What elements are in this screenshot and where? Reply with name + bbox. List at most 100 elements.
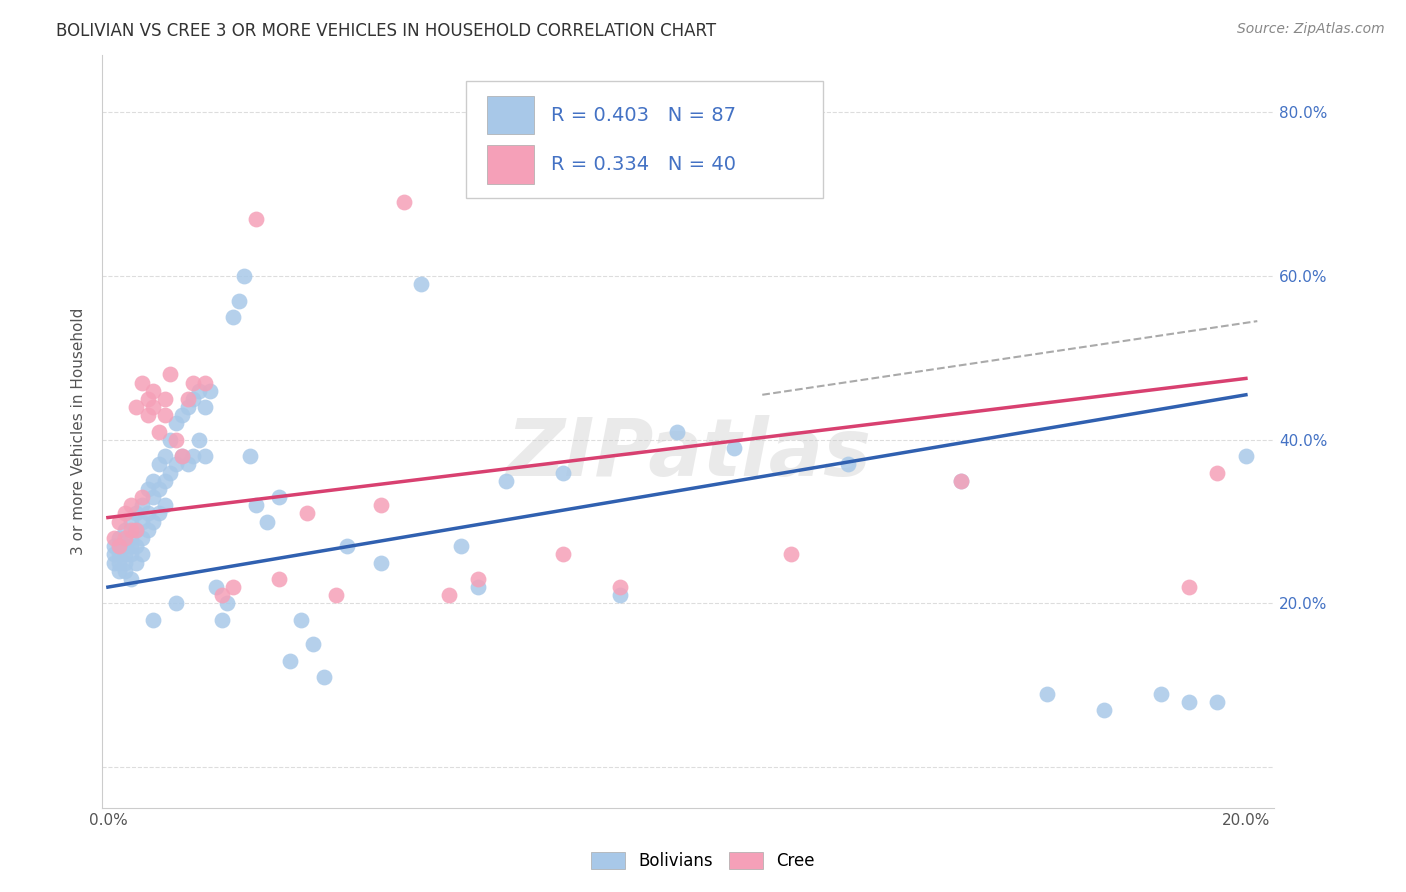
Point [103,556,125,570]
Point [439,588,461,602]
Point [370,556,392,570]
Point [245,498,267,512]
Point [205,580,228,594]
Point [153,449,176,463]
Point [256,515,278,529]
Point [120,547,142,561]
Point [142,400,165,414]
Point [181,392,204,406]
Point [159,466,181,480]
Point [467,572,489,586]
Y-axis label: 3 or more Vehicles in Household: 3 or more Vehicles in Household [72,308,86,556]
Point [136,482,159,496]
Point [108,547,131,561]
Text: R = 0.334   N = 40: R = 0.334 N = 40 [551,155,737,174]
Point [125,523,148,537]
Point [200,384,222,398]
Point [142,474,165,488]
Point [267,490,290,504]
Point [1035,686,1057,700]
Point [142,490,165,504]
Point [148,458,170,472]
Point [187,433,209,447]
Text: ZIPatlas: ZIPatlas [506,415,870,493]
Point [120,531,142,545]
Point [108,531,131,545]
Text: Source: ZipAtlas.com: Source: ZipAtlas.com [1237,22,1385,37]
Point [153,392,176,406]
Point [170,449,193,463]
Point [181,376,204,390]
Point [142,613,165,627]
Point [125,523,148,537]
Legend: Bolivians, Cree: Bolivians, Cree [585,845,821,877]
Point [217,597,239,611]
Point [153,498,176,512]
Point [295,507,318,521]
Point [114,523,136,537]
Point [837,458,859,472]
Point [194,376,217,390]
Point [450,539,472,553]
Point [314,670,336,684]
Point [267,572,290,586]
Point [108,539,131,553]
Point [245,211,267,226]
Point [120,515,142,529]
Point [114,507,136,521]
Point [136,507,159,521]
Point [125,556,148,570]
Point [131,498,153,512]
Point [125,507,148,521]
Point [131,531,153,545]
Point [153,409,176,423]
Point [131,376,153,390]
Point [194,400,217,414]
Point [148,425,170,439]
Point [103,531,125,545]
Point [233,269,256,284]
FancyBboxPatch shape [486,96,533,135]
Point [142,384,165,398]
Point [165,417,187,431]
Point [103,539,125,553]
Point [553,466,575,480]
Point [136,392,159,406]
Point [211,588,233,602]
Point [239,449,262,463]
Point [1206,695,1229,709]
FancyBboxPatch shape [486,145,533,184]
Point [176,458,198,472]
Point [336,539,359,553]
Point [609,580,631,594]
Point [301,637,323,651]
Point [176,400,198,414]
Point [194,449,217,463]
Point [665,425,688,439]
Point [1178,580,1201,594]
Point [114,547,136,561]
Point [136,523,159,537]
Point [609,588,631,602]
Point [950,474,973,488]
Point [290,613,312,627]
Text: BOLIVIAN VS CREE 3 OR MORE VEHICLES IN HOUSEHOLD CORRELATION CHART: BOLIVIAN VS CREE 3 OR MORE VEHICLES IN H… [56,22,717,40]
Point [108,515,131,529]
Point [278,654,301,668]
Point [120,523,142,537]
Point [131,490,153,504]
Point [136,409,159,423]
FancyBboxPatch shape [465,81,823,198]
Point [1092,703,1115,717]
Point [131,515,153,529]
Point [159,368,181,382]
Point [181,449,204,463]
Point [165,433,187,447]
Point [125,539,148,553]
Point [114,539,136,553]
Point [114,531,136,545]
Point [228,293,250,308]
Point [409,277,432,292]
Point [779,547,801,561]
Point [120,539,142,553]
